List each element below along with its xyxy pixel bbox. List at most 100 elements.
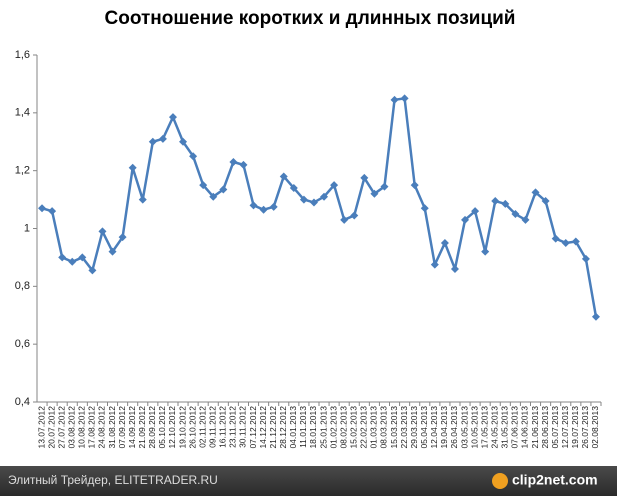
data-point xyxy=(309,198,318,207)
data-point xyxy=(370,189,379,198)
x-tick-label: 26.04.2013 xyxy=(449,406,459,449)
x-tick-label: 07.09.2012 xyxy=(117,406,127,449)
x-tick-label: 22.02.2013 xyxy=(359,406,369,449)
y-tick-label: 1,4 xyxy=(15,107,30,119)
data-point xyxy=(521,215,530,224)
x-tick-label: 14.06.2013 xyxy=(520,406,530,449)
x-tick-label: 21.12.2012 xyxy=(268,406,278,449)
data-point xyxy=(541,197,550,206)
data-point xyxy=(199,181,208,190)
data-point xyxy=(108,247,117,256)
data-point xyxy=(78,253,87,262)
x-tick-label: 08.03.2013 xyxy=(379,406,389,449)
data-point xyxy=(168,113,177,122)
data-point xyxy=(68,257,77,266)
data-point xyxy=(531,188,540,197)
x-tick-label: 14.09.2012 xyxy=(127,406,137,449)
x-tick-label: 26.10.2012 xyxy=(187,406,197,449)
data-point xyxy=(450,264,459,273)
data-point xyxy=(481,247,490,256)
x-tick-label: 15.03.2013 xyxy=(389,406,399,449)
x-tick-label: 17.08.2012 xyxy=(87,406,97,449)
data-point xyxy=(158,134,167,143)
x-tick-label: 12.07.2013 xyxy=(560,406,570,449)
x-tick-label: 31.08.2012 xyxy=(107,406,117,449)
data-point xyxy=(340,215,349,224)
data-point xyxy=(491,197,500,206)
x-tick-label: 12.04.2013 xyxy=(429,406,439,449)
data-point xyxy=(420,204,429,213)
x-tick-label: 26.07.2013 xyxy=(580,406,590,449)
data-point xyxy=(440,238,449,247)
data-point xyxy=(98,227,107,236)
x-tick-label: 09.11.2012 xyxy=(208,406,218,448)
x-tick-label: 19.10.2012 xyxy=(177,406,187,449)
x-tick-label: 19.04.2013 xyxy=(439,406,449,449)
data-point xyxy=(229,157,238,166)
x-tick-label: 07.12.2012 xyxy=(248,406,258,449)
x-tick-label: 10.08.2012 xyxy=(77,406,87,449)
x-tick-label: 03.08.2012 xyxy=(67,406,77,449)
x-tick-label: 13.07.2012 xyxy=(36,406,46,449)
data-point xyxy=(148,137,157,146)
logo-icon xyxy=(492,473,508,489)
x-tick-label: 28.09.2012 xyxy=(147,406,157,449)
data-point xyxy=(88,266,97,275)
x-tick-label: 02.11.2012 xyxy=(197,406,207,448)
data-point xyxy=(410,181,419,190)
x-tick-label: 16.11.2012 xyxy=(218,406,228,448)
y-tick-label: 0,8 xyxy=(15,280,30,292)
data-point xyxy=(591,312,600,321)
data-point xyxy=(239,160,248,169)
x-tick-label: 01.03.2013 xyxy=(369,406,379,449)
x-tick-label: 08.02.2013 xyxy=(338,406,348,449)
data-point xyxy=(179,137,188,146)
y-tick-label: 1,6 xyxy=(15,49,30,61)
x-tick-label: 17.05.2013 xyxy=(479,406,489,449)
chart-title: Соотношение коротких и длинных позиций xyxy=(105,8,516,29)
data-point xyxy=(219,185,228,194)
y-tick-label: 1 xyxy=(24,222,30,234)
data-point xyxy=(511,210,520,219)
x-tick-label: 19.07.2013 xyxy=(570,406,580,449)
x-tick-label: 15.02.2013 xyxy=(349,406,359,449)
x-tick-label: 12.10.2012 xyxy=(167,406,177,449)
x-tick-label: 03.05.2013 xyxy=(459,406,469,449)
x-tick-label: 11.01.2013 xyxy=(298,406,308,448)
x-tick-label: 21.09.2012 xyxy=(137,406,147,449)
x-tick-label: 21.06.2013 xyxy=(530,406,540,449)
data-point xyxy=(400,94,409,103)
data-point xyxy=(461,215,470,224)
data-point xyxy=(128,163,137,172)
x-tick-label: 04.01.2013 xyxy=(288,406,298,449)
y-tick-label: 0,6 xyxy=(15,338,30,350)
x-tick-label: 25.01.2013 xyxy=(318,406,328,449)
data-point xyxy=(189,152,198,161)
x-tick-label: 28.12.2012 xyxy=(278,406,288,449)
x-tick-label: 02.08.2013 xyxy=(590,406,600,449)
data-point xyxy=(38,204,47,213)
data-point xyxy=(551,234,560,243)
data-point xyxy=(501,199,510,208)
x-tick-label: 20.07.2012 xyxy=(46,406,56,449)
x-tick-label: 01.02.2013 xyxy=(328,406,338,449)
data-point xyxy=(320,192,329,201)
data-point xyxy=(48,207,57,216)
data-point xyxy=(58,253,67,262)
data-point xyxy=(350,211,359,220)
x-tick-label: 07.06.2013 xyxy=(510,406,520,449)
data-point xyxy=(289,184,298,193)
x-tick-label: 14.12.2012 xyxy=(258,406,268,449)
x-tick-label: 23.11.2012 xyxy=(228,406,238,448)
data-point xyxy=(330,181,339,190)
x-tick-label: 05.10.2012 xyxy=(157,406,167,449)
x-tick-label: 24.08.2012 xyxy=(97,406,107,449)
data-point xyxy=(299,195,308,204)
x-tick-label: 28.06.2013 xyxy=(540,406,550,449)
data-point xyxy=(138,195,147,204)
footer-source: Элитный Трейдер, ELITETRADER.RU xyxy=(8,473,218,487)
x-tick-label: 31.05.2013 xyxy=(500,406,510,449)
x-tick-label: 30.11.2012 xyxy=(238,406,248,448)
data-point xyxy=(571,237,580,246)
